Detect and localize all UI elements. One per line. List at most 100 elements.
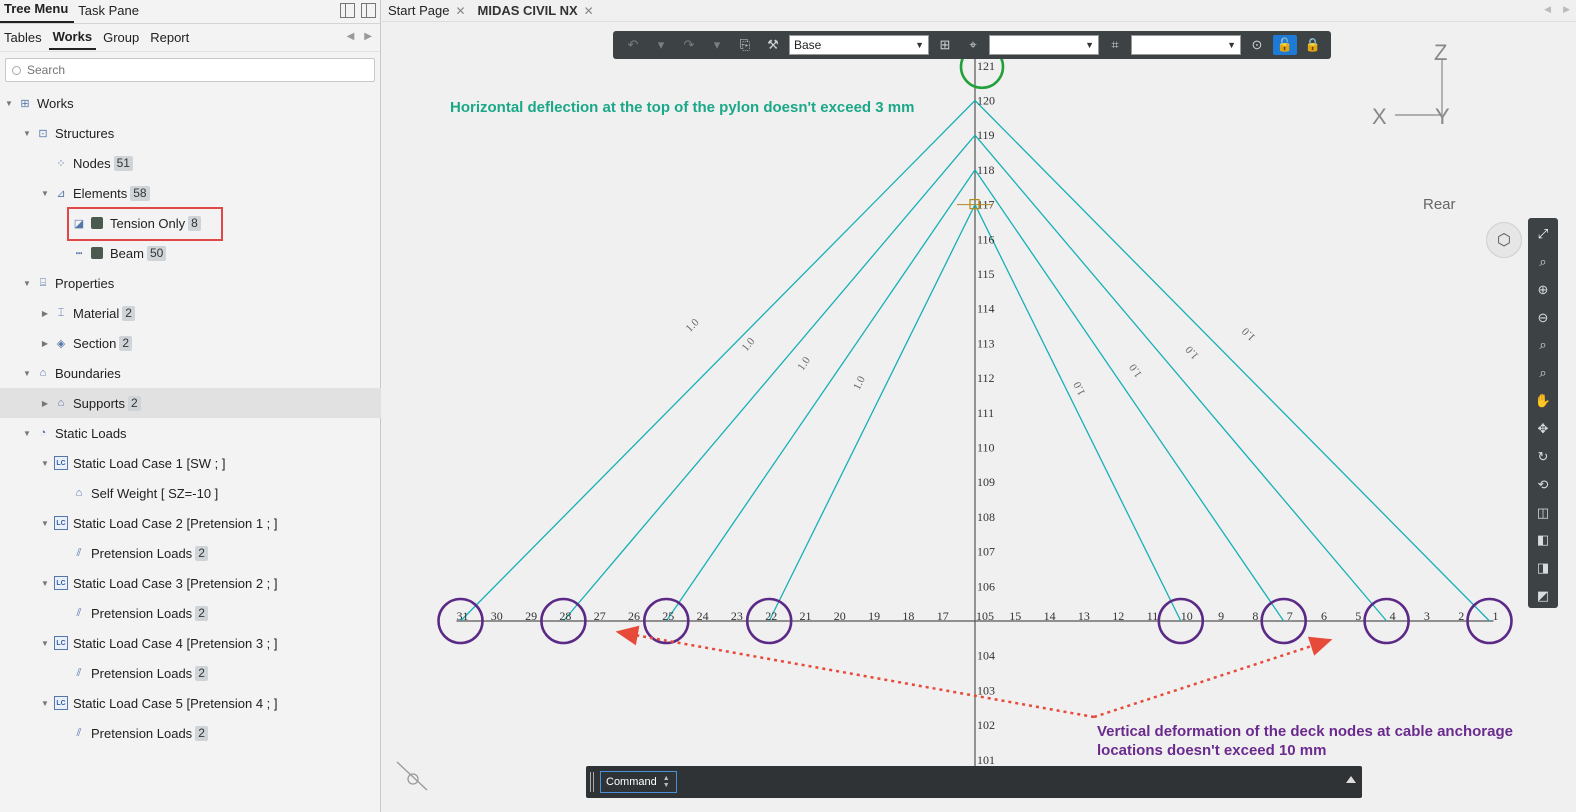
prev-arrow-icon[interactable]: ◀: [1544, 4, 1552, 14]
tree-item[interactable]: ⫽ Pretension Loads 2: [0, 598, 381, 628]
tree-item[interactable]: ▼ LC Static Load Case 5 [Pretension 4 ; ]: [0, 688, 381, 718]
collapse-arrow-icon[interactable]: ▼: [41, 188, 49, 198]
collapse-arrow-icon[interactable]: ▼: [41, 698, 49, 708]
layout-split-icon[interactable]: [361, 3, 376, 18]
tree-item[interactable]: ⁘ Nodes 51: [0, 148, 381, 178]
tree-menu-panel: Tree Menu Task Pane Tables Works Group R…: [0, 0, 381, 812]
prev-arrow-icon[interactable]: ◀: [346, 31, 355, 42]
count-badge: 2: [195, 545, 208, 561]
model-canvas[interactable]: 1.01.01.01.01.01.01.01.031 30 29 28 27 26 25 24…: [382, 22, 1576, 812]
undo-icon[interactable]: ↶: [627, 37, 639, 52]
tree-item[interactable]: ┅ Beam 50: [0, 238, 381, 268]
command-selector[interactable]: Command ▲ ▼: [600, 771, 677, 793]
close-icon[interactable]: ✕: [583, 3, 594, 18]
next-arrow-icon[interactable]: ▶: [364, 31, 372, 42]
tree-item[interactable]: ▼ ⊿ Elements 58: [0, 178, 381, 208]
drag-handle[interactable]: [590, 772, 594, 792]
tab-midas-civil-nx[interactable]: MIDAS CIVIL NX ✕: [472, 0, 600, 22]
tree-item-label: Static Loads: [55, 425, 127, 441]
tree-item[interactable]: ▼ LC Static Load Case 1 [SW ; ]: [0, 448, 381, 478]
zoom-previous-icon[interactable]: ⌕: [1539, 365, 1547, 381]
expand-icon[interactable]: [1346, 776, 1356, 783]
tree-item[interactable]: ▶ ⌶ Material 2: [0, 298, 381, 328]
properties-icon: ⌸: [39, 276, 47, 289]
close-icon[interactable]: ✕: [455, 3, 466, 18]
tree-item[interactable]: ▼ ⊡ Structures: [0, 118, 381, 148]
rotate-free-icon[interactable]: ⟲: [1537, 476, 1549, 492]
collapse-arrow-icon[interactable]: ▼: [41, 458, 49, 468]
search-zoom-icon[interactable]: ⊙: [1251, 37, 1263, 52]
tree-item-label: Tension Only: [110, 215, 186, 231]
filter-icon[interactable]: ⊞: [939, 37, 951, 52]
tree-item[interactable]: ▼ ⌸ Properties: [0, 268, 381, 298]
collapse-arrow-icon[interactable]: ▼: [23, 428, 31, 438]
tree-item[interactable]: ⌂ Self Weight [ SZ=-10 ]: [0, 478, 381, 508]
collapse-arrow-icon[interactable]: ▼: [5, 98, 13, 108]
view-side-icon[interactable]: ◨: [1536, 560, 1550, 576]
view-front-icon[interactable]: ◫: [1536, 504, 1550, 520]
select-pointer-icon[interactable]: ⌖: [969, 37, 977, 52]
collapse-arrow-icon[interactable]: ▼: [23, 278, 31, 288]
selection-filter-select[interactable]: ▼: [989, 35, 1099, 55]
rotate-icon[interactable]: ✥: [1537, 420, 1549, 436]
zoom-all-icon[interactable]: ⌕: [1539, 337, 1547, 353]
tree-item[interactable]: ▼ LC Static Load Case 4 [Pretension 3 ; ]: [0, 628, 381, 658]
redo-dropdown-icon[interactable]: ▾: [713, 37, 721, 52]
group-select[interactable]: ▼: [1131, 35, 1241, 55]
next-arrow-icon[interactable]: ▶: [1563, 4, 1570, 14]
model-viewport[interactable]: 1.0 1.0 1.0 1.0 1.0 1.0 1.0 1.0 31 30 29 28 27 26 25 24…: [382, 22, 1576, 812]
expand-arrow-icon[interactable]: ▶: [41, 398, 49, 408]
subtab-tables[interactable]: Tables: [4, 30, 42, 45]
tree-item[interactable]: ▼ LC Static Load Case 3 [Pretension 2 ; ]: [0, 568, 381, 598]
base-select[interactable]: Base ▼: [789, 35, 929, 55]
select-cursor-icon[interactable]: ⌗: [1111, 37, 1119, 52]
zoom-in-icon[interactable]: ⊕: [1537, 281, 1549, 297]
tree-item-label: Static Load Case 3 [Pretension 2 ; ]: [73, 575, 278, 591]
tree-item[interactable]: ▶ ⌂ Supports 2: [0, 388, 381, 418]
collapse-arrow-icon[interactable]: ▼: [41, 638, 49, 648]
view-top-icon[interactable]: ◩: [1536, 588, 1550, 604]
deck-node-label: 21: [800, 609, 812, 623]
count-badge: 51: [113, 155, 133, 171]
collapse-arrow-icon[interactable]: ▼: [23, 368, 31, 378]
tree-item[interactable]: ⫽ Pretension Loads 2: [0, 658, 381, 688]
tab-tree-menu[interactable]: Tree Menu: [0, 1, 75, 23]
zoom-out-icon[interactable]: ⊖: [1537, 309, 1549, 325]
zoom-fit-icon[interactable]: ⤢: [1537, 225, 1549, 241]
redo-icon[interactable]: ↷: [683, 37, 695, 52]
layout-left-icon[interactable]: [340, 3, 355, 18]
undo-dropdown-icon[interactable]: ▾: [657, 37, 665, 52]
view-iso-icon[interactable]: ◧: [1536, 532, 1550, 548]
tree-item[interactable]: ⫽ Pretension Loads 2: [0, 718, 381, 748]
unlock-icon[interactable]: 🔓: [1273, 35, 1297, 55]
tree-item[interactable]: ▼ ◔ Static Loads: [0, 418, 381, 448]
pan-hand-icon[interactable]: ✋: [1534, 393, 1552, 409]
tree-item[interactable]: ▶ ◈ Section 2: [0, 328, 381, 358]
collapse-arrow-icon[interactable]: ▼: [23, 128, 31, 138]
tree-item[interactable]: ▼ ⌂ Boundaries: [0, 358, 381, 388]
subtabs: Tables Works Group Report ◀ ▶: [0, 24, 380, 52]
clipboard-icon[interactable]: ⎘: [739, 37, 751, 52]
subtab-group[interactable]: Group: [103, 30, 140, 45]
tree-item[interactable]: ▼ LC Static Load Case 2 [Pretension 1 ; ]: [0, 508, 381, 538]
collapse-arrow-icon[interactable]: ▼: [41, 518, 49, 528]
subtab-works[interactable]: Works: [48, 25, 97, 50]
expand-arrow-icon[interactable]: ▶: [41, 338, 49, 348]
lock-icon[interactable]: 🔒: [1304, 37, 1322, 52]
expand-arrow-icon[interactable]: ▶: [41, 308, 49, 318]
annotation-deck-deformation-2: locations doesn't exceed 10 mm: [1097, 742, 1326, 759]
search-input[interactable]: [27, 63, 347, 77]
activate-icon[interactable]: ⚒: [767, 37, 779, 52]
tree-item[interactable]: ▼ ⊞ Works: [0, 88, 381, 118]
tree-item[interactable]: ◪ Tension Only 8: [0, 208, 381, 238]
tree-item[interactable]: ⫽ Pretension Loads 2: [0, 538, 381, 568]
tab-start-page[interactable]: Start Page ✕: [382, 0, 472, 22]
rotate-axis-icon[interactable]: ↻: [1537, 448, 1549, 464]
collapse-arrow-icon[interactable]: ▼: [41, 578, 49, 588]
view-cube-icon[interactable]: ⬡: [1486, 222, 1522, 258]
cable-element: [974, 169, 1285, 622]
zoom-window-icon[interactable]: ⌕: [1539, 253, 1547, 269]
deck-node-label: 15: [1009, 609, 1021, 623]
subtab-report[interactable]: Report: [150, 30, 190, 45]
tab-task-pane[interactable]: Task Pane: [78, 3, 139, 18]
